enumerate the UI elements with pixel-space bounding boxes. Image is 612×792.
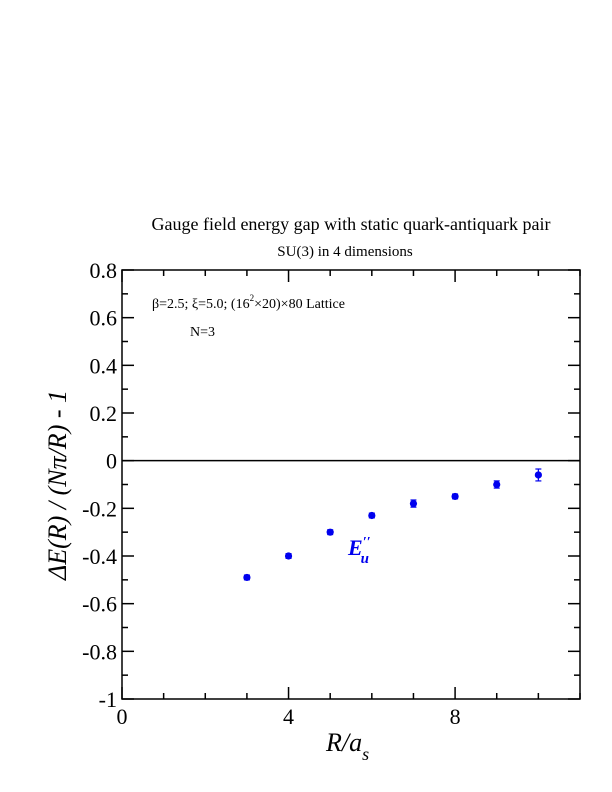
data-marker	[284, 552, 293, 560]
data-marker	[409, 499, 418, 508]
data-point	[284, 552, 293, 560]
params-text-rest: ×20)×80 Lattice	[254, 297, 345, 312]
data-marker	[243, 573, 251, 582]
data-point	[451, 492, 459, 501]
x-axis-label-sub: s	[362, 744, 369, 764]
chart-title: Gauge field energy gap with static quark…	[151, 214, 550, 234]
y-tick-label: 0.4	[90, 353, 118, 378]
y-tick-label: -0.8	[82, 639, 117, 664]
data-point	[493, 480, 501, 489]
n-label: N=3	[190, 325, 215, 340]
y-tick-label: -0.6	[82, 592, 117, 617]
y-tick-label: 0.8	[90, 258, 118, 283]
data-point	[368, 511, 376, 520]
data-point	[534, 468, 542, 482]
x-tick-label: 0	[117, 704, 128, 729]
y-tick-label: 0	[106, 449, 117, 474]
y-tick-label: -1	[99, 687, 117, 712]
data-point	[243, 573, 251, 582]
data-marker	[326, 528, 334, 536]
series-label-sup: ′′	[363, 535, 371, 550]
y-tick-labels: -1 -0.8 -0.6 -0.4 -0.2 0 0.2 0.4 0.6 0.8	[82, 258, 117, 712]
x-tick-label: 4	[283, 704, 294, 729]
data-marker	[451, 492, 459, 501]
params-text: β=2.5; ξ=5.0; (16	[152, 297, 250, 312]
data-point	[326, 528, 334, 536]
series-label-sub: u	[361, 551, 369, 567]
x-axis-label: R/as	[325, 728, 369, 764]
x-tick-labels: 0 4 8	[117, 704, 461, 729]
chart-subtitle: SU(3) in 4 dimensions	[277, 244, 413, 260]
series-label-main: E	[347, 535, 363, 560]
data-point	[409, 499, 418, 508]
params-annotation: β=2.5; ξ=5.0; (162×20)×80 Lattice	[152, 293, 345, 312]
y-tick-label: -0.4	[82, 544, 117, 569]
y-tick-label: -0.2	[82, 496, 117, 521]
data-marker	[368, 511, 376, 520]
params-superscript: 2	[250, 293, 255, 303]
y-tick-label: 0.2	[90, 401, 118, 426]
y-tick-label: 0.6	[90, 306, 118, 331]
data-marker	[493, 480, 501, 489]
x-tick-label: 8	[450, 704, 461, 729]
svg-text:β=2.5; ξ=5.0; (162×20)×80 Latt: β=2.5; ξ=5.0; (162×20)×80 Lattice	[152, 293, 345, 312]
series-label: E′′ u	[347, 535, 371, 567]
series-points	[243, 468, 542, 582]
y-axis-label: ΔE(R) / (Nπ/R) - 1	[43, 390, 72, 581]
data-marker	[534, 471, 542, 479]
x-axis-label-main: R/a	[325, 728, 362, 757]
